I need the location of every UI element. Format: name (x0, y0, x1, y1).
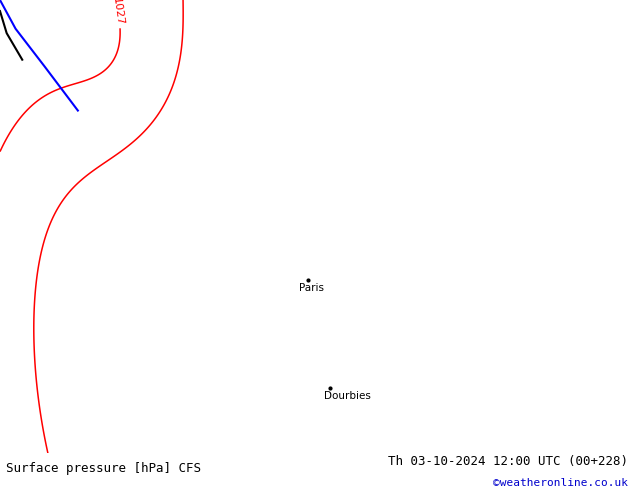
Text: 1027: 1027 (111, 0, 125, 26)
Text: Paris: Paris (299, 283, 324, 293)
Text: ©weatheronline.co.uk: ©weatheronline.co.uk (493, 478, 628, 488)
Text: Surface pressure [hPa] CFS: Surface pressure [hPa] CFS (6, 463, 202, 475)
Text: Th 03-10-2024 12:00 UTC (00+228): Th 03-10-2024 12:00 UTC (00+228) (387, 455, 628, 468)
Text: Dourbies: Dourbies (324, 391, 370, 401)
